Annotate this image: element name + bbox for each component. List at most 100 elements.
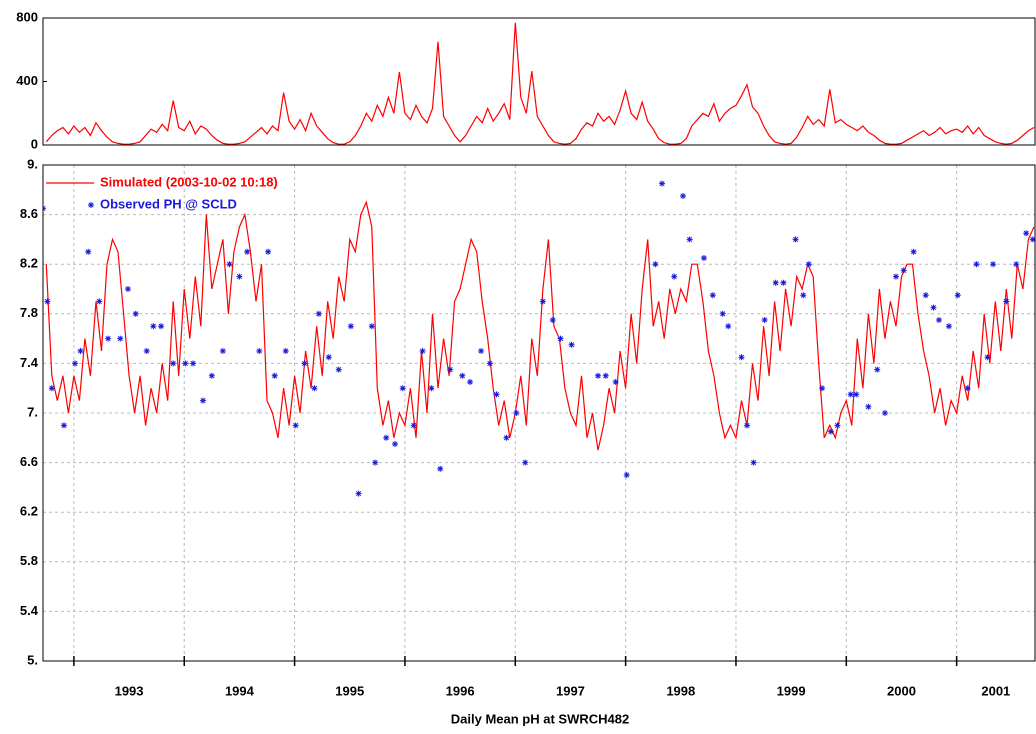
x-tick-label: 1997	[556, 683, 585, 698]
observed-marker	[780, 279, 787, 286]
observed-marker	[219, 348, 226, 354]
x-tick-label: 2001	[981, 683, 1010, 698]
observed-marker	[671, 273, 678, 280]
observed-marker	[208, 372, 215, 379]
y-tick-label: 7.	[27, 404, 38, 419]
observed-marker	[612, 379, 619, 385]
observed-marker	[680, 193, 686, 199]
observed-marker	[124, 286, 131, 292]
data-line	[45, 22, 1035, 145]
observed-marker	[910, 248, 917, 255]
observed-marker	[792, 236, 799, 243]
y-tick-label: 6.2	[20, 504, 38, 519]
y-tick-label: 6.6	[20, 454, 38, 469]
observed-marker	[311, 385, 318, 392]
observed-marker	[744, 422, 750, 429]
observed-marker	[827, 428, 834, 435]
observed-marker	[158, 323, 165, 330]
observed-marker	[557, 335, 564, 342]
y-tick-label: 5.	[27, 652, 38, 667]
observed-marker	[143, 348, 150, 354]
observed-marker	[964, 385, 971, 392]
observed-marker	[568, 341, 575, 348]
observed-marker	[190, 360, 197, 367]
observed-marker	[372, 459, 379, 466]
observed-marker	[325, 354, 332, 361]
observed-marker	[117, 335, 124, 342]
observed-marker	[539, 298, 546, 305]
observed-marker	[72, 360, 78, 367]
y-tick-label: 5.4	[20, 603, 39, 618]
observed-marker	[819, 385, 826, 392]
observed-marker	[1029, 236, 1035, 243]
observed-marker	[236, 273, 243, 280]
observed-marker	[513, 410, 520, 416]
observed-marker	[973, 261, 980, 268]
observed-marker	[595, 372, 602, 379]
observed-marker	[602, 372, 609, 379]
observed-marker	[182, 360, 189, 367]
observed-marker	[486, 360, 493, 367]
observed-marker	[750, 459, 757, 466]
observed-marker	[623, 472, 630, 478]
observed-marker	[256, 348, 263, 354]
x-tick-label: 1993	[115, 683, 144, 698]
observed-marker	[652, 261, 659, 268]
observed-marker	[805, 261, 812, 268]
observed-marker	[150, 323, 157, 330]
observed-marker	[709, 292, 716, 299]
observed-marker	[493, 391, 500, 398]
observed-marker	[410, 422, 417, 429]
observed-marker	[719, 310, 726, 317]
observed-marker	[761, 317, 768, 323]
y-tick-label: 8.6	[20, 206, 38, 221]
observed-marker	[892, 273, 899, 280]
observed-marker	[874, 366, 881, 373]
observed-marker	[399, 385, 406, 392]
observed-marker	[865, 403, 872, 410]
observed-marker	[922, 292, 929, 299]
y-tick-label: 9.	[27, 156, 38, 171]
observed-marker	[930, 304, 937, 311]
observed-marker	[659, 180, 666, 187]
y-tick-label: 7.4	[20, 355, 39, 370]
observed-marker	[945, 323, 952, 330]
observed-marker	[738, 354, 745, 361]
observed-marker	[96, 298, 103, 305]
observed-marker	[503, 434, 510, 441]
observed-marker	[85, 248, 92, 255]
legend-label: Simulated (2003-10-02 10:18)	[100, 174, 278, 189]
observed-marker	[700, 255, 707, 261]
observed-marker	[419, 348, 426, 354]
observed-marker	[132, 310, 139, 317]
observed-marker	[335, 366, 342, 373]
observed-marker	[383, 434, 390, 441]
observed-marker	[900, 267, 907, 274]
legend-label: Observed PH @ SCLD	[100, 196, 237, 211]
data-line	[45, 200, 1035, 451]
x-tick-label: 1999	[777, 683, 806, 698]
observed-marker	[467, 379, 474, 385]
observed-marker	[60, 422, 67, 429]
plot-frame	[42, 17, 1036, 146]
observed-marker	[200, 397, 206, 404]
observed-marker	[368, 323, 375, 330]
plot-frame	[42, 164, 1036, 662]
observed-marker	[954, 292, 961, 299]
observed-marker	[105, 335, 112, 342]
x-axis-title: Daily Mean pH at SWRCH482	[451, 711, 629, 726]
observed-marker	[881, 410, 888, 416]
legend-symbol	[88, 202, 94, 208]
y-tick-label: 0	[31, 136, 38, 151]
y-tick-label: 5.8	[20, 553, 38, 568]
observed-marker	[800, 292, 807, 299]
observed-marker	[1003, 298, 1010, 305]
y-tick-label: 7.8	[20, 305, 38, 320]
observed-marker	[428, 385, 435, 392]
observed-marker	[44, 298, 51, 305]
x-tick-label: 1994	[225, 683, 255, 698]
observed-marker	[853, 391, 860, 398]
observed-marker	[549, 317, 556, 323]
observed-marker	[1013, 261, 1020, 268]
observed-marker	[478, 348, 485, 354]
